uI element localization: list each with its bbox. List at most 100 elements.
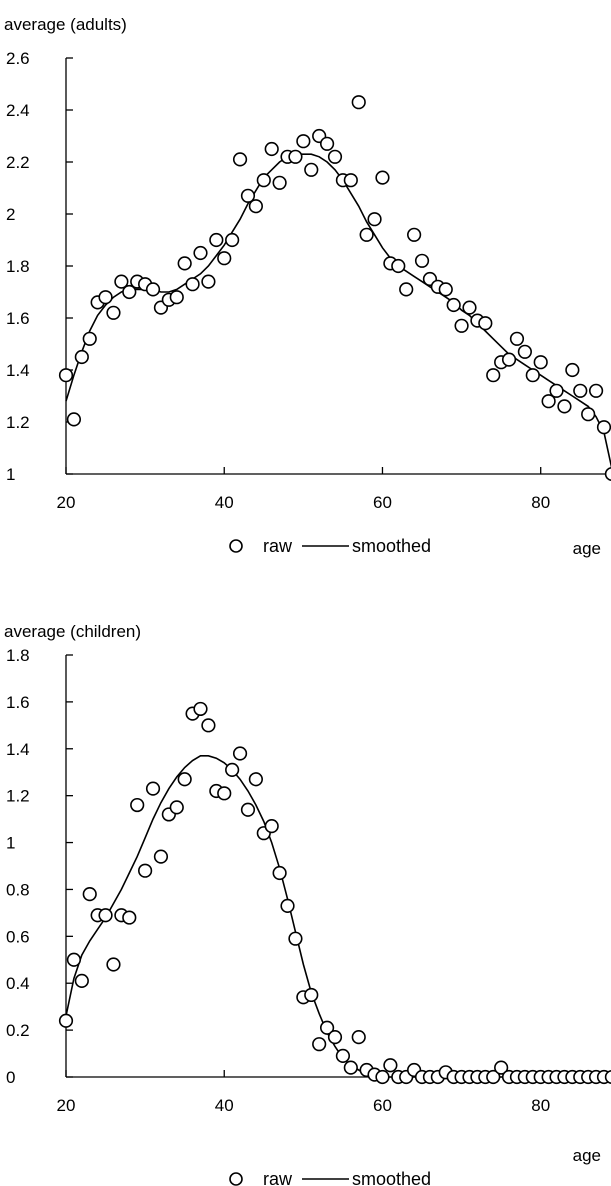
raw-point	[304, 987, 319, 1003]
raw-point	[375, 1069, 390, 1085]
raw-point	[533, 355, 548, 370]
raw-point	[74, 973, 89, 988]
x-tick-label: 20	[57, 1096, 76, 1115]
raw-point	[541, 394, 556, 409]
raw-point	[296, 134, 311, 149]
raw-point	[106, 305, 121, 320]
raw-point	[351, 1030, 366, 1045]
raw-point	[240, 188, 256, 203]
raw-point	[209, 232, 224, 248]
raw-point	[509, 331, 525, 346]
y-tick-label: 0.8	[6, 880, 30, 899]
raw-point	[98, 908, 113, 923]
raw-point	[193, 245, 208, 261]
raw-point	[549, 383, 564, 398]
raw-point	[240, 802, 256, 817]
raw-point	[288, 931, 303, 946]
raw-point	[264, 819, 279, 834]
raw-point	[327, 149, 343, 164]
y-axis-title: average (children)	[4, 622, 141, 641]
raw-point	[66, 952, 82, 967]
x-tick-label: 80	[531, 493, 550, 512]
raw-point	[359, 227, 374, 242]
smoothed-line	[65, 153, 611, 469]
raw-point	[486, 368, 501, 383]
raw-point	[225, 762, 240, 777]
raw-point	[201, 274, 216, 289]
raw-point	[343, 173, 358, 188]
raw-point	[145, 282, 161, 297]
raw-point	[58, 368, 74, 383]
y-tick-label: 1.6	[6, 693, 30, 712]
x-tick-label: 20	[57, 493, 76, 512]
raw-point	[407, 227, 422, 242]
y-tick-label: 2	[6, 205, 15, 224]
raw-point	[288, 149, 303, 164]
raw-point	[248, 199, 263, 214]
x-tick-label: 80	[531, 1096, 550, 1115]
raw-point	[304, 162, 319, 177]
raw-point	[478, 316, 493, 331]
raw-point	[122, 284, 137, 300]
raw-point	[272, 175, 287, 190]
raw-point	[106, 957, 121, 972]
y-tick-label: 0	[6, 1068, 15, 1087]
x-axis-title: age	[573, 1146, 601, 1165]
y-tick-label: 2.2	[6, 153, 30, 172]
raw-point	[581, 407, 596, 422]
legend-smoothed-label: smoothed	[352, 536, 431, 556]
y-tick-label: 1	[6, 465, 15, 484]
raw-point	[367, 212, 382, 227]
raw-point	[145, 781, 161, 796]
raw-point	[486, 1069, 501, 1085]
y-tick-label: 1.6	[6, 309, 30, 328]
raw-point	[82, 331, 97, 346]
legend-smoothed-label: smoothed	[352, 1169, 431, 1186]
raw-point	[454, 318, 469, 333]
raw-point	[588, 383, 604, 398]
y-tick-label: 1.2	[6, 787, 30, 806]
raw-point	[138, 863, 153, 878]
raw-point	[169, 800, 184, 815]
raw-point	[494, 1060, 509, 1075]
smoothed-line	[65, 755, 611, 1078]
raw-point	[351, 95, 366, 110]
raw-point	[232, 746, 248, 761]
y-tick-label: 0.4	[6, 974, 30, 993]
raw-point	[232, 152, 248, 167]
raw-point	[414, 253, 430, 268]
raw-point	[604, 1069, 611, 1085]
raw-point	[399, 282, 414, 297]
raw-point	[462, 300, 477, 315]
chart-children: 0 0.2 0.4 0.6 0.8 1 1.2 1.4 1.6 1.8 20 40 60 80 averag…	[4, 622, 611, 1186]
y-tick-label: 0.6	[6, 927, 30, 946]
x-tick-label: 40	[215, 493, 234, 512]
raw-point	[319, 136, 335, 151]
raw-point	[596, 420, 611, 435]
raw-point	[217, 786, 232, 801]
raw-point	[256, 173, 271, 188]
raw-point	[98, 290, 113, 305]
y-tick-label: 1.8	[6, 646, 30, 665]
raw-point	[343, 1060, 358, 1075]
raw-point	[525, 368, 540, 383]
raw-point	[66, 412, 82, 427]
y-tick-label: 1.4	[6, 361, 30, 380]
raw-point	[280, 898, 295, 913]
y-tick-label: 1.4	[6, 740, 30, 759]
x-axis-title: age	[573, 539, 601, 558]
raw-point	[557, 399, 572, 414]
raw-point	[82, 887, 97, 902]
legend-raw-marker	[229, 1172, 243, 1186]
y-tick-label: 1.8	[6, 257, 30, 276]
raw-point	[604, 466, 611, 482]
chart-adults: 1 1.2 1.4 1.6 1.8 2 2.2 2.4 2.6 20 40 60 80 average (…	[4, 15, 611, 558]
raw-point	[501, 352, 517, 367]
raw-point	[74, 349, 89, 365]
raw-point	[438, 282, 453, 297]
raw-point	[114, 274, 129, 289]
raw-point	[58, 1013, 74, 1028]
raw-point	[169, 290, 184, 305]
legend-raw-marker	[229, 539, 243, 553]
raw-point	[130, 797, 145, 813]
